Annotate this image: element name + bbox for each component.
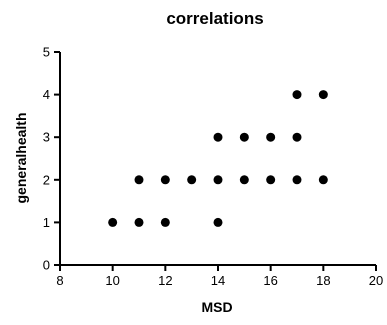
y-tick-label: 1: [43, 215, 50, 230]
data-point: [134, 175, 144, 185]
data-point: [239, 132, 249, 142]
x-tick-label: 8: [56, 273, 63, 288]
x-tick-label: 12: [158, 273, 172, 288]
x-axis-label: MSD: [201, 299, 232, 315]
x-tick-label: 10: [105, 273, 119, 288]
tick-marks: [54, 51, 377, 271]
data-point: [213, 217, 223, 227]
data-point: [292, 90, 302, 100]
data-point: [134, 217, 144, 227]
y-axis-label: generalhealth: [13, 112, 29, 203]
data-point: [292, 132, 302, 142]
data-point: [160, 217, 170, 227]
x-tick-label: 18: [316, 273, 330, 288]
data-point: [292, 175, 302, 185]
axes: [59, 52, 376, 266]
y-tick-label: 3: [43, 130, 50, 145]
data-point: [318, 175, 328, 185]
data-point: [213, 175, 223, 185]
x-tick-label: 16: [263, 273, 277, 288]
data-point: [239, 175, 249, 185]
data-points: [108, 90, 328, 227]
y-tick-label: 0: [43, 258, 50, 273]
x-tick-label: 14: [211, 273, 225, 288]
chart-title: correlations: [166, 9, 263, 28]
y-tick-label: 2: [43, 172, 50, 187]
y-tick-label: 5: [43, 45, 50, 60]
data-point: [213, 132, 223, 142]
data-point: [266, 132, 276, 142]
y-tick-label: 4: [43, 87, 50, 102]
x-tick-label: 20: [369, 273, 383, 288]
data-point: [266, 175, 276, 185]
data-point: [318, 90, 328, 100]
data-point: [108, 217, 118, 227]
data-point: [187, 175, 197, 185]
data-point: [160, 175, 170, 185]
